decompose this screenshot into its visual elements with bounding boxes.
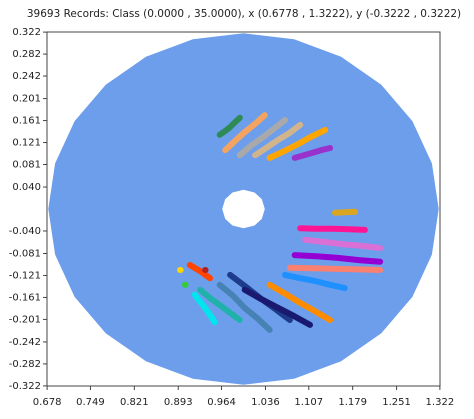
y-tick-label: 0.040 <box>12 182 41 193</box>
point-streak <box>241 286 313 328</box>
x-tick-label: 1.036 <box>251 397 280 408</box>
point-streak <box>222 112 268 154</box>
y-tick-label: 0.161 <box>12 116 41 127</box>
y-tick-label: 0.242 <box>12 71 41 82</box>
point-streak <box>216 114 243 138</box>
point-streak <box>236 117 288 159</box>
y-tick-label: 0.322 <box>12 27 41 38</box>
y-tick-label: -0.121 <box>9 270 41 281</box>
x-tick-label: 1.179 <box>338 397 367 408</box>
point-streak <box>332 208 359 216</box>
point-streak <box>266 281 334 323</box>
chart-title: 39693 Records: Class (0.0000 , 35.0000),… <box>27 8 461 20</box>
y-tick-label: -0.161 <box>9 292 41 303</box>
x-tick-label: 1.107 <box>294 397 323 408</box>
x-tick-label: 0.964 <box>207 397 236 408</box>
point-streak <box>291 252 384 265</box>
y-tick-label: 0.282 <box>12 49 41 60</box>
y-tick-label: -0.242 <box>9 337 41 348</box>
plot-frame <box>46 31 441 387</box>
point-streak <box>252 121 304 159</box>
point-streak <box>291 145 334 161</box>
disc-area <box>48 33 439 385</box>
y-tick-label: -0.081 <box>9 248 41 259</box>
x-tick-label: 0.893 <box>164 397 193 408</box>
x-tick-label: 1.251 <box>382 397 411 408</box>
point-streak <box>266 126 329 161</box>
x-tick-label: 1.322 <box>426 397 455 408</box>
y-tick-label: -0.201 <box>9 314 41 325</box>
y-tick-label: -0.282 <box>9 359 41 370</box>
x-tick-label: 0.749 <box>76 397 105 408</box>
y-tick-label: -0.322 <box>9 381 41 392</box>
point-streak <box>282 271 348 292</box>
point-streak <box>216 281 273 333</box>
y-tick-label: 0.121 <box>12 138 41 149</box>
point-streak <box>286 264 384 273</box>
point-streak <box>197 286 243 323</box>
x-tick-label: 0.821 <box>120 397 149 408</box>
y-tick-label: 0.201 <box>12 94 41 105</box>
point-streak <box>302 236 384 251</box>
x-tick-label: 0.678 <box>33 397 62 408</box>
point-streak <box>186 262 213 282</box>
point-streak <box>191 291 218 326</box>
y-tick-label: 0.081 <box>12 160 41 171</box>
y-tick-label: -0.040 <box>9 226 41 237</box>
point-streak <box>297 225 368 233</box>
